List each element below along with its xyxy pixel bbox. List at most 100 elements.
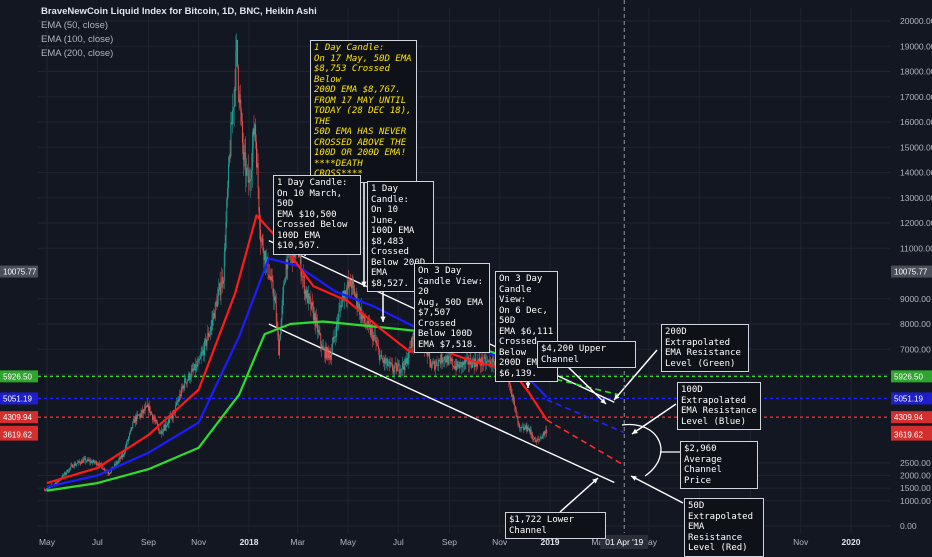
candle-body — [433, 361, 435, 363]
candle-body — [250, 178, 252, 182]
candle-body — [331, 343, 333, 352]
time-axis[interactable]: May Jul Sep Nov 2018 Mar May Jul Sep Nov 2019 Mar Ma… — [39, 535, 861, 549]
candle-body — [512, 395, 514, 397]
candle-body — [235, 50, 237, 91]
time-tick-label: Mar — [290, 537, 305, 547]
candle-body — [260, 229, 262, 243]
candle-body — [102, 469, 104, 470]
candle-body — [119, 457, 121, 459]
candle-body — [94, 462, 96, 464]
indicator-ema-50[interactable]: EMA (50, close) — [41, 20, 109, 31]
candle-body — [44, 489, 45, 491]
candle-body — [407, 358, 409, 364]
price-tick-label: 17000.00 — [900, 92, 932, 102]
candle-body — [302, 276, 304, 278]
price-tick-label: 7000.00 — [900, 344, 931, 354]
chart-title[interactable]: BraveNewCoin Liquid Index for Bitcoin, 1… — [41, 6, 317, 17]
candle-body — [539, 438, 541, 440]
candle-body — [310, 299, 312, 310]
price-label-text: 3619.62 — [3, 431, 32, 440]
candle-body — [309, 297, 311, 300]
candle-body — [184, 378, 186, 389]
candle-body — [172, 412, 174, 419]
candle-body — [322, 346, 324, 350]
candle-body — [104, 468, 106, 471]
candle-body — [538, 439, 539, 441]
price-tick-label: 12000.00 — [900, 218, 932, 228]
candle-body — [91, 461, 93, 464]
candle-body — [199, 357, 201, 360]
candle-body — [364, 322, 366, 325]
projection-200d — [546, 376, 619, 396]
candle-body — [326, 346, 327, 359]
indicator-ema-200[interactable]: EMA (200, close) — [41, 48, 114, 59]
candle-body — [516, 416, 518, 418]
candle-body — [320, 334, 322, 344]
price-label-text: 10075.77 — [3, 268, 37, 277]
candle-body — [180, 387, 182, 397]
arrow-lower-channel-head — [592, 478, 598, 484]
price-tick-label: 9000.00 — [900, 294, 931, 304]
candle-body — [378, 346, 379, 350]
candle-body — [275, 303, 277, 322]
candle-body — [368, 321, 370, 324]
candle-body — [511, 393, 513, 397]
candle-body — [456, 361, 458, 370]
candle-body — [223, 280, 224, 284]
candle-body — [393, 368, 395, 372]
candle-body — [438, 359, 440, 366]
candle-body — [518, 421, 520, 425]
candle-body — [359, 303, 360, 315]
price-labels: 10075.77 10075.77 5926.50 5926.50 5051.19 505… — [0, 265, 932, 441]
candle-body — [435, 361, 437, 365]
candle-body — [211, 320, 213, 326]
candle-body — [458, 364, 459, 367]
indicator-ema-100[interactable]: EMA (100, close) — [41, 34, 114, 45]
candle-body — [135, 416, 137, 422]
candle-body — [124, 452, 125, 455]
candle-body — [237, 65, 239, 91]
annotation-average-channel: $2,960 Average Channel Price — [680, 441, 758, 489]
candle-body — [241, 111, 243, 121]
candle-body — [362, 315, 364, 319]
candle-body — [218, 289, 219, 296]
price-label-badge — [891, 428, 932, 441]
candle-body — [301, 275, 303, 277]
candle-body — [352, 280, 354, 284]
annotation-death-cross: 1 Day Candle: On 17 May, 50D EMA $8,753 … — [310, 40, 417, 183]
candle-body — [321, 346, 323, 350]
candle-body — [222, 276, 224, 284]
candle-body — [109, 473, 111, 475]
candle-body — [434, 361, 436, 370]
candle-body — [373, 335, 374, 342]
candle-body — [256, 141, 257, 168]
price-label-text: 10075.77 — [894, 268, 928, 277]
candle-body — [326, 347, 328, 359]
candle-body — [156, 420, 158, 424]
candle-body — [63, 472, 65, 476]
time-tick-label: Jul — [92, 537, 103, 547]
candle-body — [354, 296, 356, 297]
price-label-badge — [0, 392, 38, 405]
candle-body — [528, 428, 530, 431]
candle-body — [409, 347, 411, 348]
candle-body — [138, 414, 139, 416]
price-label-badge — [0, 370, 38, 383]
candle-body — [542, 435, 544, 438]
candle-body — [350, 286, 352, 289]
candle-body — [91, 461, 92, 464]
candle-body — [272, 280, 274, 294]
candle-body — [481, 357, 483, 366]
price-label-text: 4309.94 — [3, 413, 32, 422]
candle-body — [331, 351, 332, 360]
candle-body — [92, 460, 94, 462]
candle-body — [332, 337, 334, 344]
candle-body — [55, 482, 57, 484]
candle-body — [535, 440, 537, 443]
candle-body — [67, 470, 69, 473]
candle-body — [145, 406, 147, 408]
candle-body — [202, 350, 204, 353]
candle-body — [63, 474, 64, 476]
candle-body — [47, 487, 49, 490]
